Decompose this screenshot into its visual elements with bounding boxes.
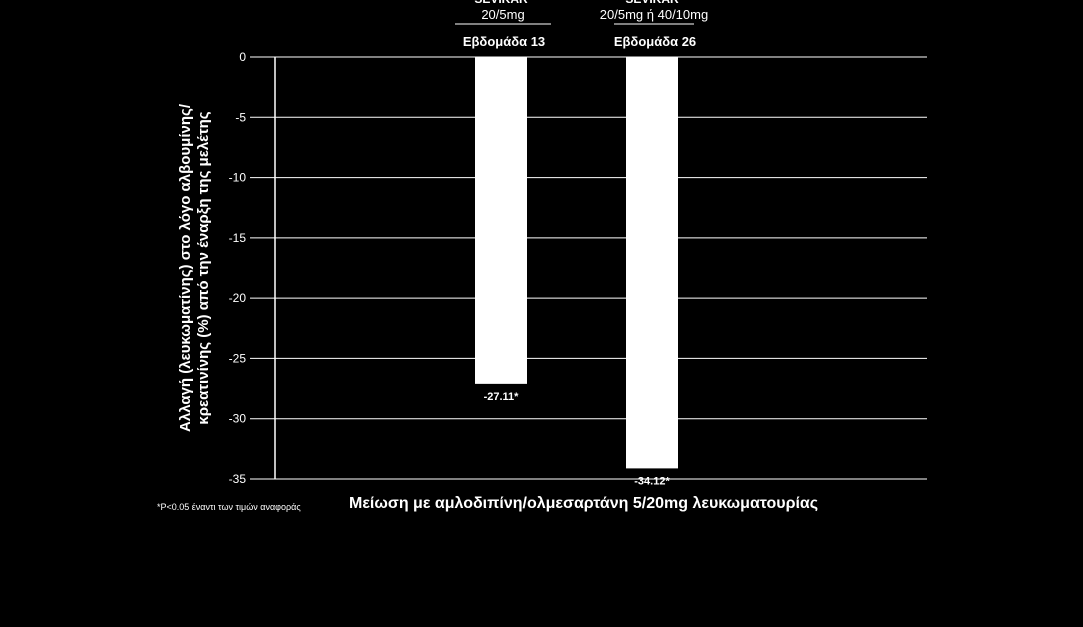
y-axis-ticks: 0 -5 -10 -15 -20 -25 -30 -35 [229,50,247,486]
y-tick-label: -20 [229,291,247,305]
y-tick-label: -30 [229,412,247,426]
bar [475,57,527,384]
x-axis-label: Μείωση με αμλοδιπίνη/ολμεσαρτάνη 5/20mg … [349,495,819,512]
bar [626,57,678,469]
y-axis-label-line1: Αλλαγή (λευκωματίνης) στο λόγο αλβουμίνη… [177,103,194,432]
category-name: SEVIKAR [474,0,528,6]
y-axis-label-line2: κρεατινίνης (%) από την έναρξη της μελέτ… [195,111,212,424]
bars: -27.11* -34.12* [475,57,678,487]
y-tick-label: -15 [229,231,247,245]
y-tick-label: -5 [235,110,246,124]
bar-value-label: -27.11* [484,391,520,403]
bar-value-label: -34.12* [634,475,670,487]
category-week: Εβδομάδα 26 [614,34,696,49]
y-tick-label: 0 [239,50,246,64]
category-name: SEVIKAR [625,0,679,6]
category-dose: 20/5mg ή 40/10mg [600,7,708,22]
gridlines [250,56,927,480]
category-week: Εβδομάδα 13 [463,34,545,49]
footnote: *P<0.05 έναντι των τιμών αναφοράς [157,502,301,512]
category-dose: 20/5mg [481,7,524,22]
y-tick-label: -10 [229,171,247,185]
y-tick-label: -35 [229,472,247,486]
y-tick-label: -25 [229,351,247,365]
